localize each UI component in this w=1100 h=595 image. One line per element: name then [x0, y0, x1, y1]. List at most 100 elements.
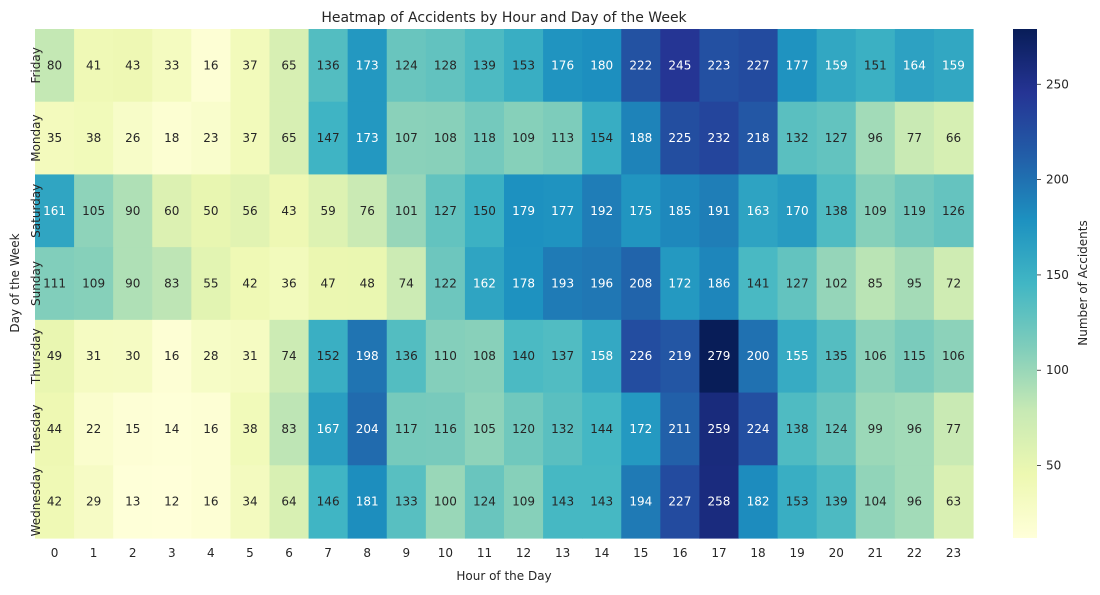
cell-value-label: 163 — [747, 204, 770, 218]
cell-value-label: 138 — [786, 422, 809, 436]
heatmap-cell — [894, 319, 935, 394]
heatmap-cell — [738, 174, 779, 248]
cell-value-label: 167 — [317, 422, 340, 436]
y-tick-label: Saturday — [29, 184, 43, 238]
cell-value-label: 192 — [590, 204, 613, 218]
heatmap-cell — [191, 247, 232, 321]
cell-value-label: 50 — [203, 204, 218, 218]
cell-value-label: 232 — [708, 131, 731, 145]
cell-value-label: 225 — [668, 131, 691, 145]
cell-value-label: 193 — [551, 277, 574, 291]
heatmap-cell — [269, 319, 310, 394]
cell-value-label: 72 — [946, 277, 961, 291]
cell-value-label: 153 — [512, 58, 535, 72]
heatmap-cell — [855, 392, 896, 466]
cell-value-label: 172 — [629, 422, 652, 436]
heatmap-cell — [35, 247, 75, 321]
cell-value-label: 14 — [164, 422, 179, 436]
cell-value-label: 83 — [281, 422, 296, 436]
heatmap-cell — [816, 174, 857, 248]
heatmap-cell — [621, 392, 661, 466]
heatmap-cell — [35, 101, 75, 176]
cell-value-label: 102 — [825, 277, 848, 291]
y-tick-label: Wednesday — [29, 467, 43, 536]
heatmap-cell — [738, 247, 779, 321]
cell-value-label: 38 — [242, 422, 257, 436]
cell-value-label: 107 — [395, 131, 418, 145]
heatmap-cell — [230, 319, 271, 394]
cell-value-label: 31 — [242, 349, 257, 363]
heatmap-cell — [621, 247, 661, 321]
cell-value-label: 279 — [708, 349, 731, 363]
x-tick-label: 3 — [168, 546, 176, 560]
heatmap-cell — [35, 29, 75, 103]
cell-value-label: 37 — [242, 131, 257, 145]
cell-value-label: 127 — [825, 131, 848, 145]
heatmap-cell — [933, 29, 974, 103]
heatmap-cell — [660, 319, 701, 394]
cell-value-label: 95 — [907, 277, 922, 291]
cell-value-label: 200 — [747, 349, 770, 363]
x-tick-label: 21 — [868, 546, 883, 560]
cell-value-label: 64 — [281, 495, 296, 509]
heatmap-cell — [699, 247, 740, 321]
heatmap-cell — [621, 174, 661, 248]
x-tick-label: 0 — [51, 546, 59, 560]
cell-value-label: 49 — [47, 349, 62, 363]
cell-value-label: 211 — [668, 422, 691, 436]
cell-value-label: 115 — [903, 349, 926, 363]
heatmap-cell — [699, 465, 740, 539]
heatmap-cell — [855, 174, 896, 248]
cell-value-label: 185 — [668, 204, 691, 218]
heatmap-cell — [191, 29, 232, 103]
heatmap-cell — [543, 174, 583, 248]
cell-value-label: 18 — [164, 131, 179, 145]
heatmap-cell — [425, 174, 466, 248]
cell-value-label: 113 — [551, 131, 574, 145]
cell-value-label: 204 — [356, 422, 379, 436]
cell-value-label: 90 — [125, 204, 140, 218]
heatmap-cell — [660, 247, 701, 321]
cell-value-label: 141 — [747, 277, 770, 291]
heatmap-cell — [152, 465, 192, 539]
x-tick-label: 10 — [438, 546, 453, 560]
heatmap-cell — [543, 29, 583, 103]
heatmap-cell — [269, 392, 310, 466]
cell-value-label: 191 — [708, 204, 731, 218]
cell-value-label: 12 — [164, 495, 179, 509]
heatmap-cell — [933, 465, 974, 539]
heatmap-cell — [464, 101, 505, 176]
heatmap-cell — [699, 174, 740, 248]
heatmap-cell — [269, 247, 310, 321]
cell-value-label: 219 — [668, 349, 691, 363]
heatmap-cell — [230, 101, 271, 176]
x-tick-label: 13 — [555, 546, 570, 560]
heatmap-cell — [660, 101, 701, 176]
heatmap-cell — [113, 392, 153, 466]
heatmap-cell — [308, 319, 349, 394]
heatmap-cell — [894, 247, 935, 321]
heatmap-cell — [35, 319, 75, 394]
cell-value-label: 43 — [125, 58, 140, 72]
heatmap-cell — [738, 319, 779, 394]
cell-value-label: 66 — [946, 131, 961, 145]
cell-value-label: 37 — [242, 58, 257, 72]
cell-value-label: 151 — [864, 58, 887, 72]
x-tick-label: 4 — [207, 546, 215, 560]
heatmap-cell — [777, 465, 818, 539]
cell-value-label: 176 — [551, 58, 574, 72]
heatmap-cell — [230, 174, 271, 248]
cell-value-label: 109 — [512, 131, 535, 145]
cell-value-label: 108 — [473, 349, 496, 363]
heatmap-cell — [230, 465, 271, 539]
cell-value-label: 106 — [864, 349, 887, 363]
heatmap-cell — [504, 101, 544, 176]
heatmap-cell — [777, 392, 818, 466]
heatmap-cell — [660, 29, 701, 103]
cell-value-label: 122 — [434, 277, 457, 291]
cell-value-label: 196 — [590, 277, 613, 291]
cell-value-label: 132 — [551, 422, 574, 436]
heatmap-cell — [855, 101, 896, 176]
colorbar-label: Number of Accidents — [1076, 220, 1090, 346]
